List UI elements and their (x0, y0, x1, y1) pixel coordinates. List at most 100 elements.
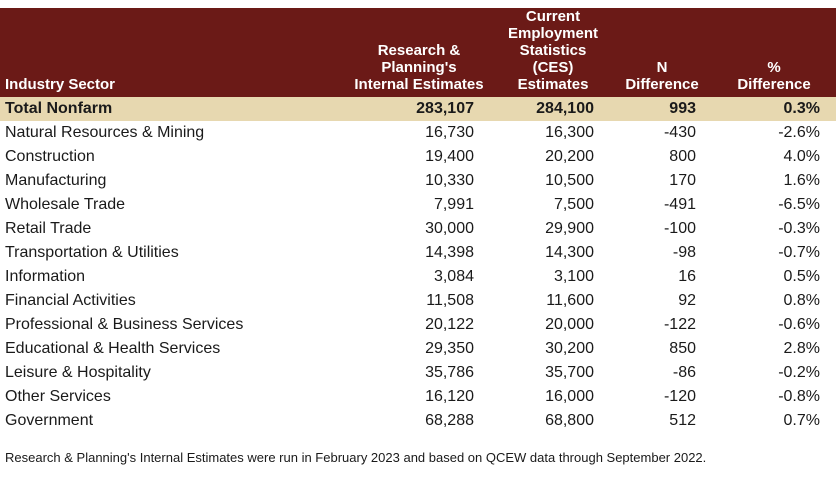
table-row: Transportation & Utilities 14,398 14,300 -9… (0, 241, 836, 265)
n-difference: 850 (669, 340, 696, 357)
ces-estimate: 16,000 (545, 388, 594, 405)
table-header: Industry Sector Research & Planning's In… (0, 8, 836, 97)
header-percent-difference: % Difference (712, 8, 836, 97)
internal-estimate: 14,398 (425, 244, 474, 261)
percent-difference: -0.8% (778, 388, 820, 405)
table-row: Natural Resources & Mining 16,730 16,300 -4… (0, 121, 836, 145)
sector-label: Other Services (5, 388, 111, 405)
table-row: Retail Trade 30,000 29,900 -100 -0.3% (0, 217, 836, 241)
internal-estimate: 30,000 (425, 220, 474, 237)
percent-difference: 0.5% (783, 268, 820, 285)
sector-label: Manufacturing (5, 172, 107, 189)
header-line: Current (525, 8, 581, 25)
internal-estimate: 10,330 (425, 172, 474, 189)
table-body: Total Nonfarm 283,107 284,100 993 0.3% N… (0, 97, 836, 433)
sector-label: Natural Resources & Mining (5, 124, 205, 141)
percent-difference: 1.6% (783, 172, 820, 189)
header-line: Statistics (CES) (519, 42, 587, 76)
sector-label: Transportation & Utilities (5, 244, 179, 261)
ces-estimate: 30,200 (545, 340, 594, 357)
total-n-difference: 993 (612, 97, 712, 121)
sector-label: Government (5, 412, 94, 429)
header-row: Industry Sector Research & Planning's In… (0, 8, 836, 97)
footnote: Research & Planning's Internal Estimates… (5, 450, 707, 465)
ces-estimate: 11,600 (546, 292, 594, 309)
ces-estimate: 20,000 (545, 316, 594, 333)
total-ces-estimate: 284,100 (494, 97, 612, 121)
percent-difference: -6.5% (778, 196, 820, 213)
header-line: N (656, 59, 668, 76)
n-difference: -430 (663, 124, 696, 141)
ces-estimate: 14,300 (545, 244, 594, 261)
table-row: Construction 19,400 20,200 800 4.0% (0, 145, 836, 169)
n-difference: -100 (663, 220, 696, 237)
header-internal-estimates: Research & Planning's Internal Estimates (344, 8, 494, 97)
n-difference: -120 (663, 388, 696, 405)
table-row: Government 68,288 68,800 512 0.7% (0, 409, 836, 433)
sector-label: Construction (5, 148, 95, 165)
header-n-difference: N Difference (612, 8, 712, 97)
table-row: Financial Activities 11,508 11,600 92 0.8% (0, 289, 836, 313)
internal-estimate: 16,730 (425, 124, 474, 141)
internal-estimate: 19,400 (425, 148, 474, 165)
total-label: Total Nonfarm (0, 97, 344, 121)
header-line: % (767, 59, 781, 76)
header-line: Research & (377, 42, 461, 59)
total-row: Total Nonfarm 283,107 284,100 993 0.3% (0, 97, 836, 121)
header-line: Difference (625, 76, 699, 93)
table-row: Wholesale Trade 7,991 7,500 -491 -6.5% (0, 193, 836, 217)
total-internal-estimate: 283,107 (344, 97, 494, 121)
sector-label: Wholesale Trade (5, 196, 126, 213)
header-line: Estimates (517, 76, 589, 93)
percent-difference: -0.3% (778, 220, 820, 237)
n-difference: 16 (678, 268, 696, 285)
table-row: Leisure & Hospitality 35,786 35,700 -86 -0.2… (0, 361, 836, 385)
ces-estimate: 68,800 (545, 412, 594, 429)
n-difference: 92 (678, 292, 696, 309)
n-difference: -122 (663, 316, 696, 333)
internal-estimate: 20,122 (425, 316, 474, 333)
sector-label: Educational & Health Services (5, 340, 221, 357)
sector-label: Information (5, 268, 86, 285)
header-line: Difference (737, 76, 811, 93)
table-row: Manufacturing 10,330 10,500 170 1.6% (0, 169, 836, 193)
total-percent-difference: 0.3% (712, 97, 836, 121)
table-row: Educational & Health Services 29,350 30,20… (0, 337, 836, 361)
internal-estimate: 29,350 (425, 340, 474, 357)
n-difference: -86 (672, 364, 696, 381)
ces-estimate: 16,300 (545, 124, 594, 141)
ces-estimate: 10,500 (545, 172, 594, 189)
internal-estimate: 68,288 (425, 412, 474, 429)
percent-difference: 2.8% (783, 340, 820, 357)
percent-difference: -0.6% (778, 316, 820, 333)
internal-estimate: 3,084 (433, 268, 474, 285)
percent-difference: -0.7% (778, 244, 820, 261)
internal-estimate: 16,120 (425, 388, 474, 405)
sector-label: Professional & Business Services (5, 316, 244, 333)
ces-estimate: 7,500 (553, 196, 594, 213)
n-difference: -491 (663, 196, 696, 213)
percent-difference: -0.2% (778, 364, 820, 381)
header-line: Industry Sector (5, 76, 116, 93)
header-line: Internal Estimates (354, 76, 484, 93)
internal-estimate: 11,508 (426, 292, 474, 309)
n-difference: 170 (669, 172, 696, 189)
table-row: Information 3,084 3,100 16 0.5% (0, 265, 836, 289)
n-difference: -98 (672, 244, 696, 261)
ces-estimate: 29,900 (545, 220, 594, 237)
header-ces-estimates: Current Employment Statistics (CES) Esti… (494, 8, 612, 97)
ces-estimate: 35,700 (545, 364, 594, 381)
sector-label: Leisure & Hospitality (5, 364, 151, 381)
table-row: Other Services 16,120 16,000 -120 -0.8% (0, 385, 836, 409)
percent-difference: 0.7% (783, 412, 820, 429)
percent-difference: 4.0% (783, 148, 820, 165)
percent-difference: -2.6% (778, 124, 820, 141)
internal-estimate: 35,786 (425, 364, 474, 381)
ces-estimate: 3,100 (553, 268, 594, 285)
percent-difference: 0.8% (783, 292, 820, 309)
sector-label: Financial Activities (5, 292, 136, 309)
employment-estimates-table: Industry Sector Research & Planning's In… (0, 8, 836, 433)
header-line: Planning's (381, 59, 457, 76)
header-industry-sector: Industry Sector (0, 8, 344, 97)
